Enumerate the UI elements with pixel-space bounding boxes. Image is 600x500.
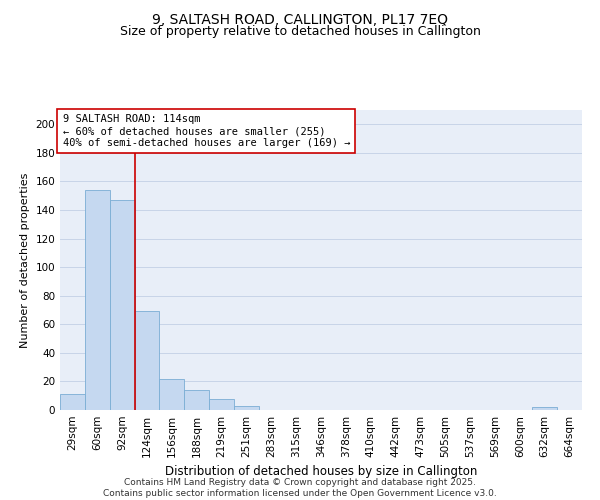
Text: 9, SALTASH ROAD, CALLINGTON, PL17 7EQ: 9, SALTASH ROAD, CALLINGTON, PL17 7EQ xyxy=(152,12,448,26)
Text: 9 SALTASH ROAD: 114sqm
← 60% of detached houses are smaller (255)
40% of semi-de: 9 SALTASH ROAD: 114sqm ← 60% of detached… xyxy=(62,114,350,148)
Y-axis label: Number of detached properties: Number of detached properties xyxy=(20,172,30,348)
Bar xyxy=(184,390,209,410)
Bar xyxy=(110,200,134,410)
Bar xyxy=(134,312,160,410)
Bar xyxy=(532,407,557,410)
Bar xyxy=(234,406,259,410)
Text: Size of property relative to detached houses in Callington: Size of property relative to detached ho… xyxy=(119,25,481,38)
Bar xyxy=(160,378,184,410)
X-axis label: Distribution of detached houses by size in Callington: Distribution of detached houses by size … xyxy=(165,466,477,478)
Text: Contains HM Land Registry data © Crown copyright and database right 2025.
Contai: Contains HM Land Registry data © Crown c… xyxy=(103,478,497,498)
Bar xyxy=(85,190,110,410)
Bar xyxy=(60,394,85,410)
Bar xyxy=(209,398,234,410)
